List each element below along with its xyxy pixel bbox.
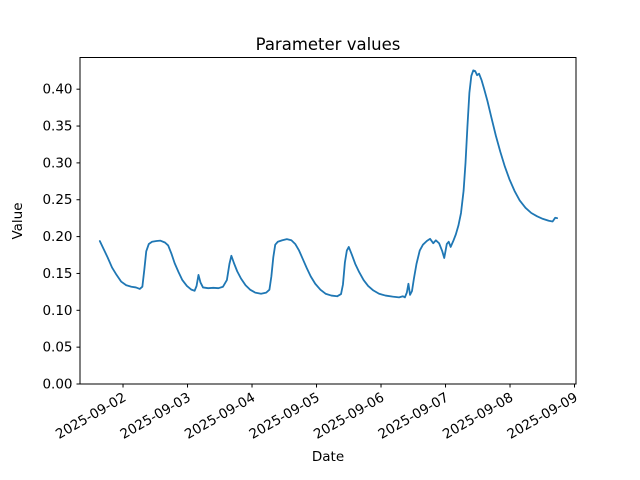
y-tick-label: 0.10 (42, 303, 72, 319)
y-axis-ticks: 0.00 0.05 0.10 0.15 0.20 0.25 0.30 0.35 0.40 (42, 82, 80, 393)
x-tick-label: 2025-09-03 (118, 390, 194, 443)
data-series (98, 69, 558, 299)
x-tick-label: 2025-09-02 (53, 390, 129, 443)
y-tick-label: 0.05 (42, 340, 72, 356)
x-tick-label: 2025-09-04 (182, 390, 258, 443)
series-line-parameter-value (98, 69, 558, 299)
x-tick-label: 2025-09-09 (505, 390, 581, 443)
x-tick-label: 2025-09-07 (376, 390, 452, 443)
y-tick-label: 0.20 (42, 229, 72, 245)
x-tick-label: 2025-09-06 (311, 390, 387, 443)
x-axis-label: Date (312, 449, 344, 465)
x-axis-ticks: 2025-09-022025-09-032025-09-042025-09-05… (53, 384, 581, 443)
y-tick-label: 0.00 (42, 377, 72, 393)
chart-title: Parameter values (256, 35, 401, 54)
plot-border (79, 57, 577, 385)
y-tick-label: 0.30 (42, 155, 72, 171)
y-axis-label: Value (10, 202, 26, 239)
x-tick-label: 2025-09-05 (247, 390, 323, 443)
y-tick-label: 0.40 (42, 82, 72, 98)
y-tick-label: 0.25 (42, 192, 72, 208)
x-tick-label: 2025-09-08 (440, 390, 516, 443)
y-tick-label: 0.35 (42, 119, 72, 135)
y-tick-label: 0.15 (42, 266, 72, 282)
